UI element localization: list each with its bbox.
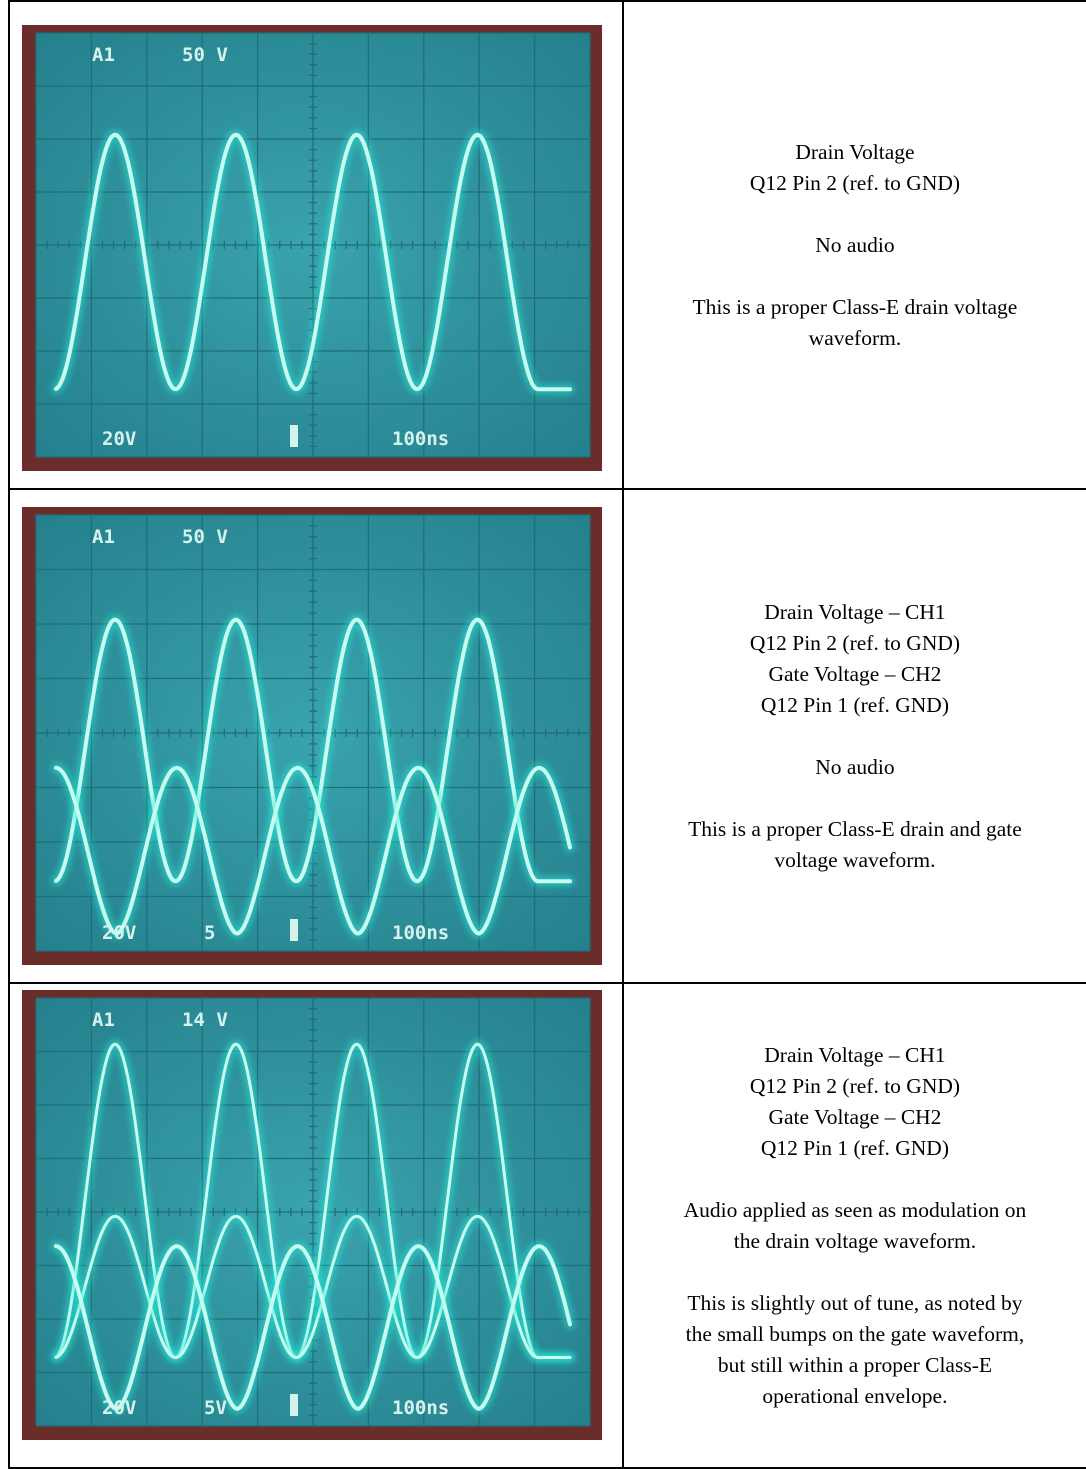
audio-line: Audio applied as seen as modulation on [683, 1197, 1027, 1222]
note-line: but still within a proper Class-E [717, 1352, 992, 1377]
note-line: This is a proper Class-E drain voltage [692, 294, 1018, 319]
audio-line: No audio [815, 232, 895, 257]
oscilloscope-photo: A1 14 V 20V 5V 100ns [22, 990, 602, 1440]
scope-photo-cell: A1 50 V 20V 5 100ns [8, 488, 624, 984]
table-row: A1 50 V 20V 100ns Drain Voltage Q12 Pin 2 (… [8, 0, 1086, 490]
note-line: voltage waveform. [774, 847, 936, 872]
table-row: A1 50 V 20V 5 100ns Drain Voltage – CH1 Q12 … [8, 488, 1086, 984]
title-line: Drain Voltage – CH1 [764, 1042, 946, 1067]
channel-label: A1 [92, 526, 115, 548]
drain-trace-peak [54, 1042, 572, 1359]
title-line: Drain Voltage – CH1 [764, 599, 946, 624]
note-line: waveform. [808, 325, 902, 350]
ch1-scale: 20V [102, 1397, 136, 1419]
gate-title-line: Gate Voltage – CH2 [768, 661, 942, 686]
timebase: 100ns [392, 1397, 449, 1419]
drain-trace [54, 132, 572, 392]
note-line: This is slightly out of tune, as noted b… [687, 1290, 1023, 1315]
scope-photo-cell: A1 50 V 20V 100ns [8, 0, 624, 490]
trigger-icon [290, 919, 298, 941]
waveform-table: A1 50 V 20V 100ns Drain Voltage Q12 Pin 2 (… [8, 0, 1086, 1469]
trigger-level: 14 V [182, 1009, 228, 1031]
note-line: the small bumps on the gate waveform, [685, 1321, 1025, 1346]
trigger-icon [290, 425, 298, 447]
timebase: 100ns [392, 922, 449, 944]
description-text: Drain Voltage – CH1 Q12 Pin 2 (ref. to G… [624, 1040, 1086, 1412]
trigger-level: 50 V [182, 44, 228, 66]
audio-line: No audio [815, 754, 895, 779]
trigger-level: 50 V [182, 526, 228, 548]
drain-trace [54, 617, 572, 884]
oscilloscope-photo: A1 50 V 20V 5 100ns [22, 507, 602, 965]
channel-label: A1 [92, 1009, 115, 1031]
description-cell: Drain Voltage – CH1 Q12 Pin 2 (ref. to G… [621, 982, 1086, 1469]
note-line: operational envelope. [762, 1383, 948, 1408]
description-text: Drain Voltage Q12 Pin 2 (ref. to GND) No… [624, 137, 1086, 354]
pin-line: Q12 Pin 2 (ref. to GND) [749, 1073, 961, 1098]
ch1-scale: 20V [102, 428, 136, 450]
gate-pin-line: Q12 Pin 1 (ref. GND) [760, 1135, 949, 1160]
gate-pin-line: Q12 Pin 1 (ref. GND) [760, 692, 949, 717]
pin-line: Q12 Pin 2 (ref. to GND) [749, 630, 961, 655]
pin-line: Q12 Pin 2 (ref. to GND) [749, 170, 961, 195]
ch1-scale: 20V [102, 922, 136, 944]
gate-title-line: Gate Voltage – CH2 [768, 1104, 942, 1129]
description-text: Drain Voltage – CH1 Q12 Pin 2 (ref. to G… [624, 597, 1086, 876]
table-row: A1 14 V 20V 5V 100ns Drain Voltage – CH1 Q12… [8, 982, 1086, 1469]
gate-trace [54, 1244, 572, 1411]
oscilloscope-screen: A1 14 V 20V 5V 100ns [22, 990, 602, 1440]
oscilloscope-photo: A1 50 V 20V 100ns [22, 25, 602, 471]
drain-trace-min [54, 1214, 572, 1359]
scope-photo-cell: A1 14 V 20V 5V 100ns [8, 982, 624, 1469]
timebase: 100ns [392, 428, 449, 450]
audio-line: the drain voltage waveform. [733, 1228, 977, 1253]
description-cell: Drain Voltage – CH1 Q12 Pin 2 (ref. to G… [621, 488, 1086, 984]
ch2-scale: 5V [204, 1397, 227, 1419]
gate-trace [54, 765, 572, 936]
channel-label: A1 [92, 44, 115, 66]
note-line: This is a proper Class-E drain and gate [688, 816, 1022, 841]
trigger-icon [290, 1394, 298, 1416]
description-cell: Drain Voltage Q12 Pin 2 (ref. to GND) No… [621, 0, 1086, 490]
ch2-scale: 5 [204, 922, 215, 944]
oscilloscope-screen: A1 50 V 20V 100ns [22, 25, 602, 471]
oscilloscope-screen: A1 50 V 20V 5 100ns [22, 507, 602, 965]
title-line: Drain Voltage [795, 139, 915, 164]
